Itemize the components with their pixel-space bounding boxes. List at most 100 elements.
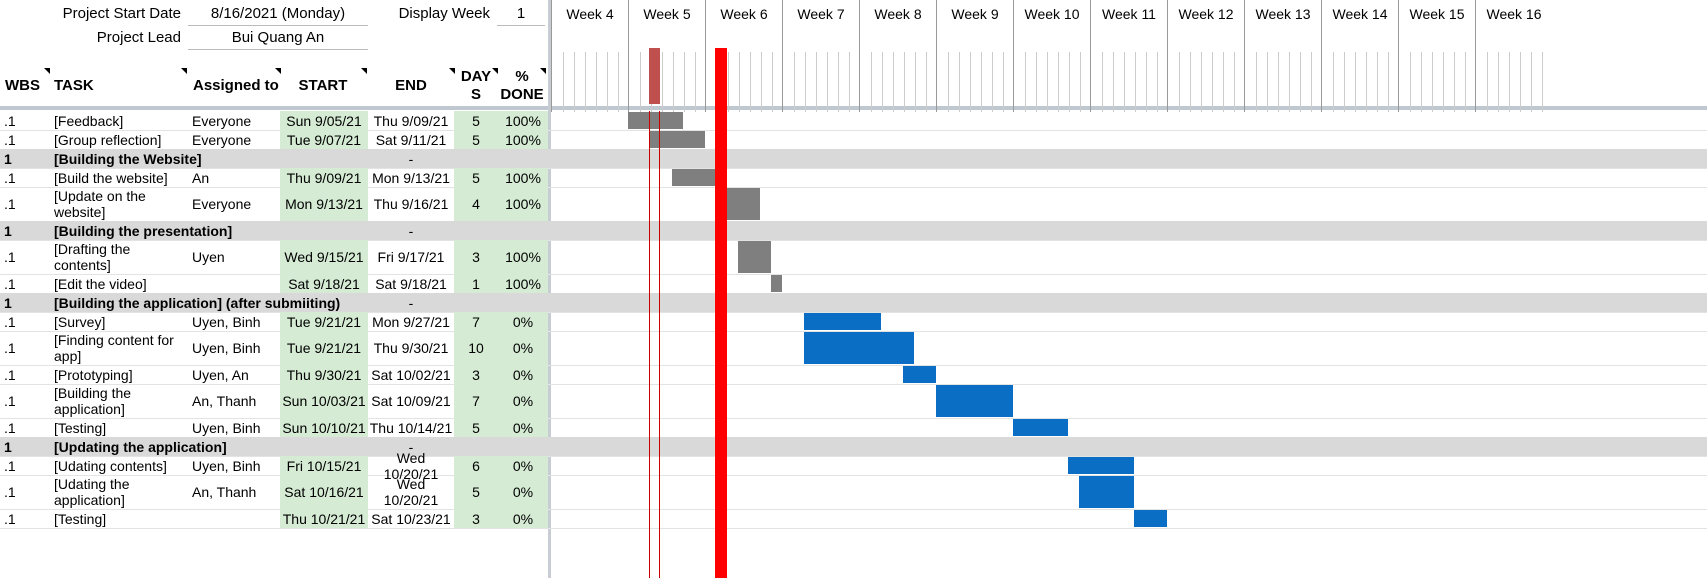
- cell-days[interactable]: 5: [454, 111, 498, 130]
- cell-assigned[interactable]: Uyen, Binh: [192, 457, 261, 474]
- cell-task[interactable]: [Update on the website]: [54, 188, 146, 220]
- cell-end[interactable]: Wed 10/20/21: [383, 476, 439, 508]
- cell-task[interactable]: [Prototyping]: [54, 366, 133, 383]
- section-row[interactable]: 1 [Building the Website] -: [0, 149, 1707, 169]
- cell-wbs[interactable]: .1: [4, 131, 16, 148]
- cell-end[interactable]: Sat 10/02/21: [371, 366, 451, 383]
- cell-assigned[interactable]: An, Thanh: [192, 484, 257, 500]
- cell-assigned[interactable]: Uyen, Binh: [192, 313, 261, 330]
- task-row[interactable]: .1 [Testing] Uyen, Binh Sun 10/10/21 Thu 10/…: [0, 418, 1707, 438]
- cell-task[interactable]: [Feedback]: [54, 112, 124, 129]
- cell-assigned[interactable]: Everyone: [192, 131, 252, 148]
- task-row[interactable]: .1 [Build the website] An Thu 9/09/21 Mon 9/…: [0, 168, 1707, 188]
- cell-days[interactable]: 10: [454, 331, 498, 365]
- cell-task[interactable]: [Survey]: [54, 313, 106, 330]
- cell-wbs[interactable]: .1: [4, 484, 16, 500]
- cell-wbs[interactable]: .1: [4, 419, 16, 436]
- cell-start[interactable]: Sun 10/03/21: [280, 384, 368, 418]
- cell-assigned[interactable]: Uyen, Binh: [192, 340, 261, 356]
- cell-wbs[interactable]: 1: [4, 438, 12, 455]
- cell-task[interactable]: [Building the application]: [54, 385, 132, 417]
- filter-icon[interactable]: [361, 68, 367, 74]
- cell-start[interactable]: Wed 9/15/21: [280, 240, 368, 274]
- cell-task[interactable]: [Group reflection]: [54, 131, 162, 148]
- cell-days[interactable]: 5: [454, 168, 498, 187]
- cell-end[interactable]: Mon 9/13/21: [372, 169, 450, 186]
- cell-start[interactable]: Sat 10/16/21: [280, 475, 368, 509]
- cell-done[interactable]: 100%: [498, 187, 548, 221]
- cell-done[interactable]: 100%: [498, 240, 548, 274]
- cell-days[interactable]: 3: [454, 509, 498, 528]
- cell-assigned[interactable]: Uyen, Binh: [192, 419, 261, 436]
- cell-end[interactable]: Mon 9/27/21: [372, 313, 450, 330]
- task-row[interactable]: .1 [Group reflection] Everyone Tue 9/07/21 S…: [0, 130, 1707, 150]
- cell-end[interactable]: Sat 10/09/21: [371, 393, 451, 409]
- cell-assigned[interactable]: [192, 509, 280, 528]
- cell-end[interactable]: Thu 9/30/21: [373, 340, 449, 356]
- cell-assigned[interactable]: An: [192, 169, 210, 186]
- cell-end[interactable]: -: [408, 222, 414, 239]
- cell-start[interactable]: Fri 10/15/21: [280, 456, 368, 475]
- cell-task[interactable]: [Edit the video]: [54, 275, 147, 292]
- cell-start[interactable]: Mon 9/13/21: [280, 187, 368, 221]
- cell-end[interactable]: Thu 10/14/21: [369, 419, 453, 436]
- cell-task[interactable]: [Building the presentation]: [54, 222, 233, 239]
- cell-days[interactable]: 7: [454, 312, 498, 331]
- cell-start[interactable]: Thu 10/21/21: [280, 509, 368, 528]
- cell-done[interactable]: 0%: [498, 418, 548, 437]
- cell-wbs[interactable]: .1: [4, 249, 16, 265]
- cell-start[interactable]: Sun 9/05/21: [280, 111, 368, 130]
- cell-end[interactable]: -: [408, 294, 414, 311]
- cell-done[interactable]: 0%: [498, 331, 548, 365]
- cell-wbs[interactable]: .1: [4, 275, 16, 292]
- cell-end[interactable]: Thu 9/16/21: [373, 196, 449, 212]
- cell-done[interactable]: 0%: [498, 475, 548, 509]
- cell-assigned[interactable]: Everyone: [192, 196, 252, 212]
- cell-days[interactable]: 3: [454, 240, 498, 274]
- cell-end[interactable]: Wed 10/20/21: [383, 449, 439, 482]
- cell-task[interactable]: [Testing]: [54, 419, 107, 436]
- cell-assigned[interactable]: [192, 274, 280, 293]
- cell-start[interactable]: Sun 10/10/21: [280, 418, 368, 437]
- cell-wbs[interactable]: .1: [4, 169, 16, 186]
- cell-task[interactable]: [Updating the application]: [54, 438, 227, 455]
- project-lead-value[interactable]: Bui Quang An: [188, 29, 368, 50]
- cell-end[interactable]: -: [408, 150, 414, 167]
- cell-start[interactable]: Tue 9/21/21: [280, 312, 368, 331]
- filter-icon[interactable]: [540, 68, 546, 74]
- task-row[interactable]: .1 [Building the application] An, Thanh Sun…: [0, 384, 1707, 419]
- filter-icon[interactable]: [492, 68, 498, 74]
- cell-done[interactable]: 0%: [498, 312, 548, 331]
- cell-wbs[interactable]: .1: [4, 457, 16, 474]
- cell-days[interactable]: 1: [454, 274, 498, 293]
- task-row[interactable]: .1 [Testing] Thu 10/21/21 Sat 10/23/21 3 0%: [0, 509, 1707, 529]
- cell-start[interactable]: Thu 9/30/21: [280, 365, 368, 384]
- cell-start[interactable]: Tue 9/07/21: [280, 130, 368, 149]
- cell-days[interactable]: 6: [454, 456, 498, 475]
- cell-task[interactable]: [Testing]: [54, 510, 107, 527]
- cell-days[interactable]: 5: [454, 475, 498, 509]
- cell-task[interactable]: [Finding content for app]: [54, 332, 174, 364]
- cell-wbs[interactable]: .1: [4, 393, 16, 409]
- cell-task[interactable]: [Building the application] (after submii…: [54, 294, 341, 311]
- cell-done[interactable]: 0%: [498, 509, 548, 528]
- cell-wbs[interactable]: 1: [4, 294, 12, 311]
- cell-days[interactable]: 5: [454, 130, 498, 149]
- cell-done[interactable]: 0%: [498, 456, 548, 475]
- task-row[interactable]: .1 [Survey] Uyen, Binh Tue 9/21/21 Mon 9/27/…: [0, 312, 1707, 332]
- cell-end[interactable]: Thu 9/09/21: [373, 112, 449, 129]
- cell-wbs[interactable]: .1: [4, 366, 16, 383]
- section-row[interactable]: 1 [Building the presentation] -: [0, 221, 1707, 241]
- cell-days[interactable]: 7: [454, 384, 498, 418]
- cell-wbs[interactable]: .1: [4, 196, 16, 212]
- cell-wbs[interactable]: .1: [4, 510, 16, 527]
- cell-task[interactable]: [Drafting the contents]: [54, 241, 131, 273]
- cell-task[interactable]: [Udating contents]: [54, 457, 167, 474]
- task-row[interactable]: .1 [Finding content for app] Uyen, Binh Tue…: [0, 331, 1707, 366]
- cell-done[interactable]: 100%: [498, 130, 548, 149]
- filter-icon[interactable]: [275, 68, 281, 74]
- section-row[interactable]: 1 [Updating the application] -: [0, 437, 1707, 457]
- filter-icon[interactable]: [181, 68, 187, 74]
- task-row[interactable]: .1 [Feedback] Everyone Sun 9/05/21 Thu 9/09/…: [0, 111, 1707, 131]
- cell-task[interactable]: [Build the website]: [54, 169, 168, 186]
